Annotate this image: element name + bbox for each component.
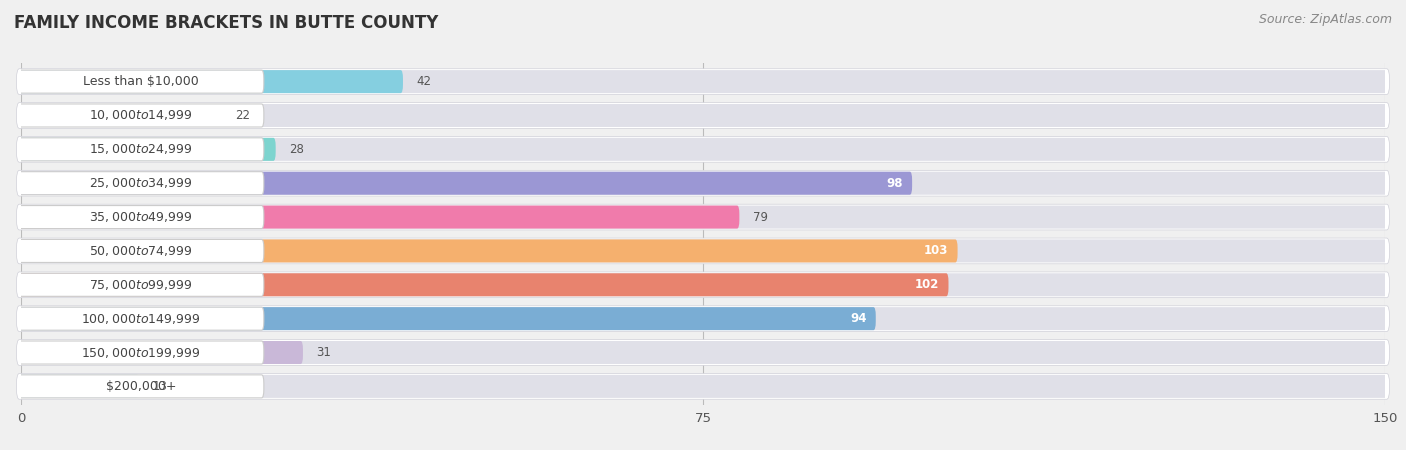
Text: $150,000 to $199,999: $150,000 to $199,999 [82, 346, 201, 360]
Text: $200,000+: $200,000+ [105, 380, 176, 393]
FancyBboxPatch shape [18, 172, 912, 195]
Text: Source: ZipAtlas.com: Source: ZipAtlas.com [1258, 14, 1392, 27]
FancyBboxPatch shape [18, 70, 264, 93]
FancyBboxPatch shape [17, 103, 1389, 128]
Text: 98: 98 [887, 177, 903, 190]
FancyBboxPatch shape [17, 69, 1389, 94]
Text: $100,000 to $149,999: $100,000 to $149,999 [82, 312, 201, 326]
FancyBboxPatch shape [18, 375, 264, 398]
Text: 13: 13 [153, 380, 167, 393]
FancyBboxPatch shape [18, 138, 264, 161]
Text: $15,000 to $24,999: $15,000 to $24,999 [90, 142, 193, 156]
Text: FAMILY INCOME BRACKETS IN BUTTE COUNTY: FAMILY INCOME BRACKETS IN BUTTE COUNTY [14, 14, 439, 32]
FancyBboxPatch shape [18, 273, 264, 296]
FancyBboxPatch shape [18, 104, 264, 127]
Text: 31: 31 [316, 346, 332, 359]
FancyBboxPatch shape [17, 136, 1389, 162]
FancyBboxPatch shape [18, 341, 1388, 364]
Text: $35,000 to $49,999: $35,000 to $49,999 [90, 210, 193, 224]
FancyBboxPatch shape [17, 171, 1389, 196]
Text: $75,000 to $99,999: $75,000 to $99,999 [90, 278, 193, 292]
FancyBboxPatch shape [18, 70, 1388, 93]
FancyBboxPatch shape [18, 206, 740, 229]
FancyBboxPatch shape [18, 307, 264, 330]
Text: Less than $10,000: Less than $10,000 [83, 75, 200, 88]
Text: 103: 103 [924, 244, 949, 257]
FancyBboxPatch shape [18, 104, 1388, 127]
Text: $10,000 to $14,999: $10,000 to $14,999 [90, 108, 193, 122]
Text: 102: 102 [915, 278, 939, 291]
FancyBboxPatch shape [18, 375, 1388, 398]
FancyBboxPatch shape [18, 239, 1388, 262]
Text: $50,000 to $74,999: $50,000 to $74,999 [90, 244, 193, 258]
FancyBboxPatch shape [18, 206, 264, 229]
Text: 79: 79 [754, 211, 768, 224]
FancyBboxPatch shape [17, 238, 1389, 264]
Text: 22: 22 [235, 109, 250, 122]
FancyBboxPatch shape [18, 104, 221, 127]
FancyBboxPatch shape [18, 341, 264, 364]
FancyBboxPatch shape [17, 204, 1389, 230]
FancyBboxPatch shape [18, 206, 1388, 229]
FancyBboxPatch shape [17, 340, 1389, 365]
FancyBboxPatch shape [18, 307, 876, 330]
FancyBboxPatch shape [18, 341, 302, 364]
Text: $25,000 to $34,999: $25,000 to $34,999 [90, 176, 193, 190]
Text: 94: 94 [851, 312, 866, 325]
FancyBboxPatch shape [18, 70, 404, 93]
FancyBboxPatch shape [17, 306, 1389, 332]
FancyBboxPatch shape [18, 273, 949, 296]
Text: 42: 42 [416, 75, 432, 88]
FancyBboxPatch shape [18, 273, 1388, 296]
FancyBboxPatch shape [18, 172, 264, 195]
FancyBboxPatch shape [18, 307, 1388, 330]
FancyBboxPatch shape [17, 272, 1389, 297]
FancyBboxPatch shape [17, 374, 1389, 399]
FancyBboxPatch shape [18, 375, 139, 398]
FancyBboxPatch shape [18, 239, 264, 262]
FancyBboxPatch shape [18, 138, 276, 161]
Text: 28: 28 [290, 143, 304, 156]
FancyBboxPatch shape [18, 239, 957, 262]
FancyBboxPatch shape [18, 138, 1388, 161]
FancyBboxPatch shape [18, 172, 1388, 195]
